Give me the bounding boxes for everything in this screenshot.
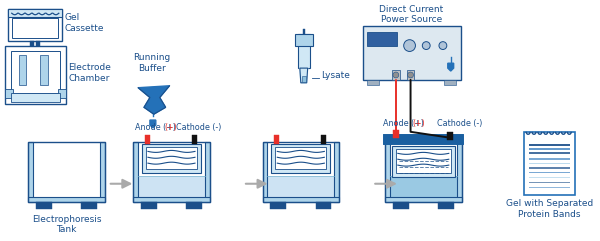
Text: Cathode (-): Cathode (-) [437,119,482,128]
Bar [529,152,570,154]
Bar [268,176,334,197]
Bar [8,9,62,17]
Text: Gel
Cassette: Gel Cassette [65,13,104,33]
Bar [529,177,570,178]
Bar [396,149,451,173]
Bar [145,135,150,144]
Bar [392,146,455,177]
Bar [367,32,397,46]
Bar [100,142,105,202]
Bar [390,176,457,197]
Bar [40,55,48,85]
Bar [322,135,326,144]
Bar [142,144,201,173]
Bar [141,202,157,209]
Text: Cathode (-): Cathode (-) [176,123,222,132]
Bar [263,142,268,202]
Bar [36,202,52,209]
Bar [529,182,570,183]
Bar [138,176,205,197]
Bar [275,147,326,169]
Bar [82,202,97,209]
Bar [28,142,34,202]
Bar [529,172,570,174]
Bar [36,41,40,46]
Bar [407,70,415,80]
Bar [438,202,454,209]
Bar [295,34,313,46]
Bar [383,134,463,144]
Bar [271,202,286,209]
Bar [302,76,306,82]
Circle shape [404,40,415,52]
Text: Electrode
Chamber: Electrode Chamber [68,63,112,83]
Bar [447,132,452,140]
Circle shape [422,42,430,49]
Bar [385,142,390,202]
Circle shape [439,42,447,49]
Text: Electrophoresis
Tank: Electrophoresis Tank [32,215,101,234]
Bar [192,135,197,144]
Circle shape [393,72,399,78]
Text: (+): (+) [413,119,425,128]
Bar [385,197,461,202]
Bar [263,197,339,202]
Bar [31,41,34,46]
Bar [383,134,463,144]
Text: Anode (+): Anode (+) [135,123,176,132]
Bar [316,202,331,209]
Polygon shape [150,120,156,128]
Bar [11,52,60,93]
Bar [303,29,305,37]
Bar [8,9,62,41]
Text: Running
Buffer: Running Buffer [133,54,170,73]
Bar [28,197,105,202]
Bar [385,142,461,202]
Bar [133,197,209,202]
Bar [392,70,400,80]
Bar [133,142,138,202]
Text: (+): (+) [164,123,178,132]
Polygon shape [138,86,170,114]
Text: Lysate: Lysate [322,72,350,80]
Bar [362,26,461,80]
Text: Anode (+): Anode (+) [383,119,424,128]
Bar [11,93,60,102]
Text: Direct Current
Power Source: Direct Current Power Source [379,5,443,24]
Bar [298,34,310,68]
Bar [457,142,461,202]
Bar [12,18,58,38]
Text: Gel with Separated
Protein Bands: Gel with Separated Protein Bands [506,199,593,219]
Bar [5,89,13,99]
Polygon shape [300,68,308,83]
Bar [334,142,339,202]
Bar [529,187,570,188]
Bar [205,142,209,202]
Bar [186,202,202,209]
Circle shape [407,72,413,78]
Bar [58,89,65,99]
Bar [28,142,105,202]
Bar [529,167,570,169]
Bar [146,147,197,169]
Bar [19,55,26,85]
Bar [529,158,570,160]
Bar [393,130,399,138]
Polygon shape [448,63,454,71]
Bar [263,142,339,202]
Polygon shape [300,68,308,83]
Bar [393,202,409,209]
Bar [529,163,570,164]
Bar [524,132,575,195]
Bar [367,80,379,85]
Bar [529,144,570,146]
Bar [444,80,455,85]
Bar [274,135,279,144]
Bar [5,46,65,104]
Bar [133,142,209,202]
Bar [529,148,570,150]
Bar [271,144,330,173]
